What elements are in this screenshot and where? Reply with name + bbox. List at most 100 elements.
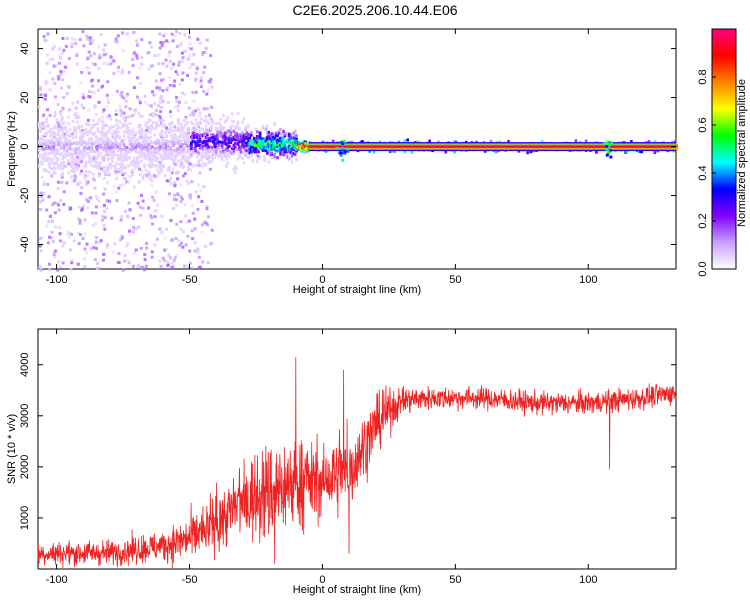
spectrogram-cell (157, 114, 161, 118)
spectrogram-cell (141, 199, 145, 203)
spectrogram-cell (67, 147, 70, 151)
spectrogram-cell (223, 134, 227, 137)
spectrogram-cell (49, 129, 53, 133)
spectrogram-cell (175, 153, 178, 157)
spectrogram-cell (66, 231, 70, 235)
spectrogram-cell (77, 141, 81, 145)
spectrogram-cell (131, 130, 135, 134)
spectrogram-cell (87, 197, 91, 200)
spectrogram-cell (201, 147, 205, 151)
spectrogram-cell (44, 81, 48, 85)
spectrogram-cell (87, 170, 91, 174)
spectrogram-cell (162, 156, 165, 160)
spectrogram-cell (152, 114, 155, 118)
spectrogram-cell (90, 138, 94, 142)
spectrogram-cell (117, 156, 120, 160)
spectrogram-cell (124, 147, 127, 151)
spectrogram-cell (150, 255, 154, 259)
spectrogram-cell (64, 65, 68, 69)
spectrogram-cell (40, 135, 44, 139)
spectrogram-cell (54, 167, 57, 171)
spectrogram-cell (138, 173, 142, 177)
spectrogram-cell (112, 134, 116, 137)
spectrogram-cell (102, 123, 105, 127)
spectrogram-cell (214, 127, 218, 131)
spectrogram-cell (85, 66, 89, 70)
spectrogram-cell (90, 211, 94, 215)
spectrogram-cell (59, 265, 62, 269)
spectrogram-cell (137, 111, 140, 115)
spectrogram-cell (117, 65, 121, 69)
spectrogram-cell (170, 171, 174, 175)
spectrogram-cell (194, 109, 197, 113)
spectrogram-cell (103, 210, 106, 214)
spectrogram-cell (89, 156, 92, 160)
spectrogram-cell (143, 152, 146, 156)
spectrogram-cell (204, 244, 208, 248)
spectrogram-cell (102, 165, 105, 169)
spectrogram-cell (136, 42, 140, 46)
spectrogram-cell (67, 171, 70, 175)
spectrogram-cell (47, 195, 51, 199)
spectrogram-cell (183, 93, 187, 97)
spectrogram-cell (68, 152, 72, 156)
spectrogram-cell (147, 103, 151, 107)
spectrogram-cell (191, 131, 195, 135)
spectrogram-cell (65, 139, 69, 143)
spectrogram-cell (166, 140, 170, 144)
spectrogram-cell (38, 153, 41, 157)
spectrogram-cell (201, 127, 205, 131)
spectrogram-cell (209, 54, 213, 58)
spectrogram-cell (264, 139, 268, 143)
spectrogram-cell (128, 130, 132, 134)
spectrogram-cell (273, 144, 276, 148)
spectrogram-cell (50, 230, 54, 234)
spectrogram-cell (77, 146, 81, 150)
spectrogram-cell (84, 147, 88, 151)
spectrogram-cell (219, 125, 222, 129)
spectrogram-cell (140, 133, 143, 137)
spectrogram-cell (214, 142, 218, 146)
spectrogram-cell (179, 123, 183, 127)
spectrogram-cell (83, 247, 87, 251)
spectrogram-cell (45, 169, 48, 173)
spectrogram-cell (125, 123, 129, 127)
spectrogram-cell (280, 132, 284, 136)
spectrogram-cell (276, 138, 279, 142)
spectrogram-cell (630, 140, 633, 143)
spectrogram-cell (122, 138, 126, 142)
spectrogram-cell (175, 151, 178, 155)
spectrogram-cell (108, 139, 111, 143)
spectrogram-cell (64, 44, 68, 48)
spectrogram-cell (216, 146, 219, 150)
spectrogram-cell (138, 114, 142, 118)
spectrogram-cell (178, 82, 182, 86)
spectrogram-cell (226, 116, 230, 120)
spectrogram-cell (141, 114, 145, 118)
spectrogram-cell (78, 38, 82, 42)
spectrogram-cell (134, 150, 138, 153)
spectrogram-cell (233, 137, 237, 141)
spectrogram-cell (206, 131, 209, 135)
spectrogram-cell (124, 116, 128, 120)
spectrogram-cell (71, 161, 75, 165)
spectrogram-cell (161, 41, 165, 44)
spectrogram-cell (89, 148, 92, 152)
spectrogram-cell (176, 126, 180, 130)
spectrogram-cell (149, 177, 152, 181)
spectrogram-cell (86, 146, 89, 150)
spectrogram-cell (276, 143, 279, 147)
spectrogram-cell (270, 132, 274, 136)
spectrogram-cell (70, 142, 73, 146)
spectrogram-cell (624, 150, 627, 154)
spectrogram-cell (48, 139, 51, 143)
spectrogram-cell (156, 141, 159, 145)
spectrogram-cell (125, 180, 129, 184)
spectrogram-cell (39, 208, 42, 211)
spectrogram-cell (163, 153, 167, 157)
spectrogram-cell (81, 204, 85, 208)
spectrogram-cell (59, 164, 63, 168)
spectrogram-cell (191, 91, 195, 94)
spectrogram-cell (205, 92, 209, 96)
spectrogram-cell (43, 140, 47, 144)
